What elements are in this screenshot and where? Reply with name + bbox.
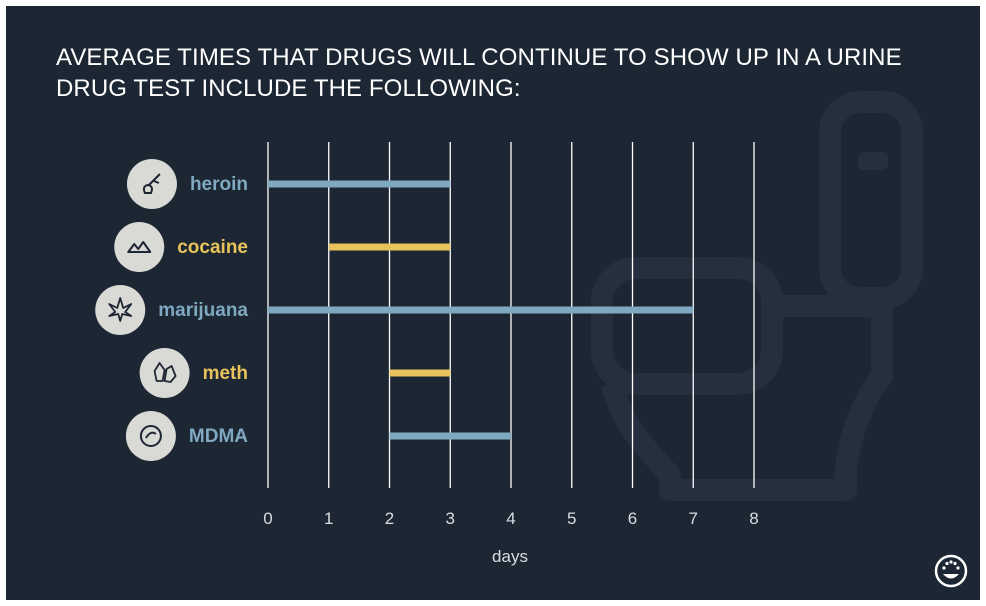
smiley-logo-icon — [934, 554, 968, 588]
crystals-icon — [139, 348, 190, 398]
infographic-panel: AVERAGE TIMES THAT DRUGS WILL CONTINUE T… — [6, 6, 980, 600]
pill-icon — [125, 411, 176, 461]
toilet-flush-handle — [858, 152, 888, 170]
x-tick-label: 0 — [263, 509, 272, 528]
x-tick-label: 5 — [567, 509, 576, 528]
spoon-syringe-icon — [126, 159, 177, 209]
x-tick-label: 1 — [324, 509, 333, 528]
label-marijuana: marijuana — [158, 300, 248, 321]
bar-mdma — [389, 432, 511, 440]
cannabis-leaf-icon — [95, 285, 146, 335]
x-axis-label: days — [492, 547, 528, 566]
bar-heroin — [268, 180, 451, 188]
x-tick-label: 4 — [506, 509, 515, 528]
label-cocaine: cocaine — [177, 237, 248, 258]
x-tick-label: 8 — [749, 509, 758, 528]
x-tick-label: 7 — [689, 509, 698, 528]
bar-cocaine — [328, 243, 451, 251]
label-mdma: MDMA — [189, 426, 248, 447]
powder-pile-icon — [114, 222, 165, 272]
x-tick-label: 2 — [385, 509, 394, 528]
label-meth: meth — [203, 363, 248, 384]
chart-title: AVERAGE TIMES THAT DRUGS WILL CONTINUE T… — [56, 44, 902, 102]
label-heroin: heroin — [190, 174, 248, 195]
chart: heroin cocaine marijuana meth MDMA 0 1 2 3 4 5 6 7 8… — [95, 91, 923, 566]
x-tick-label: 6 — [628, 509, 637, 528]
bar-meth — [389, 369, 451, 377]
x-tick-label: 3 — [446, 509, 455, 528]
bar-marijuana — [268, 306, 694, 314]
